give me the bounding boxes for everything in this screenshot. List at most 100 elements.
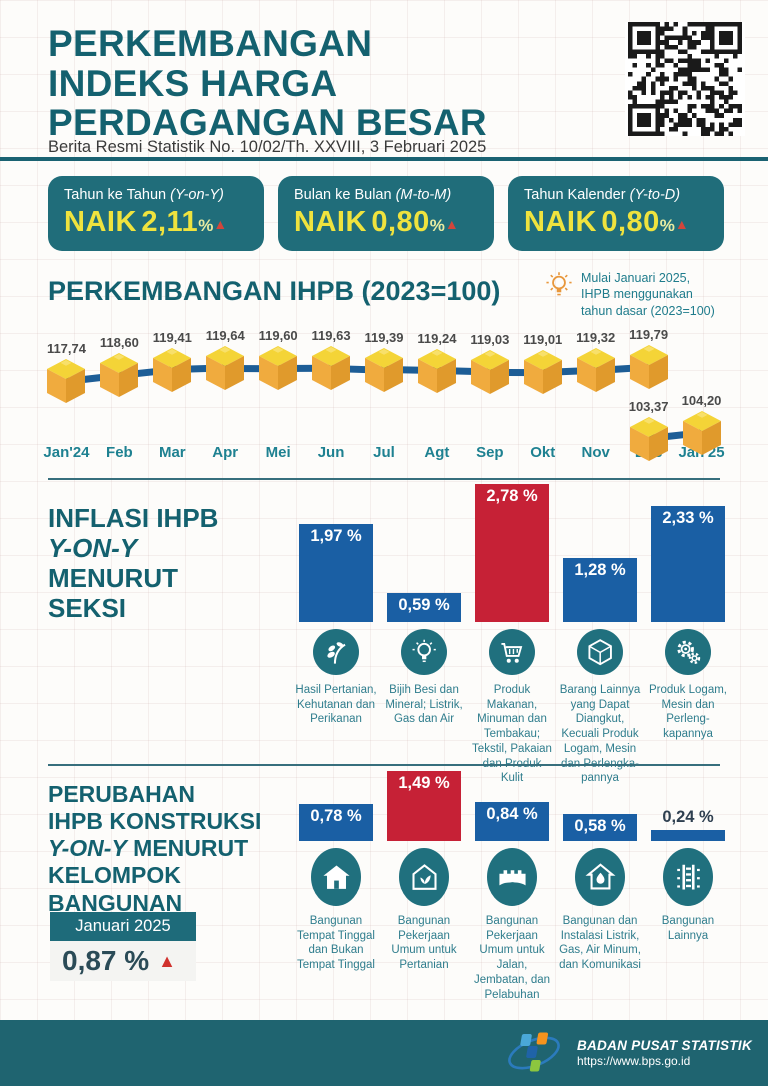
category-label: Bangunan Pekerjaan Umum untuk Jalan, Jem…: [473, 915, 551, 1001]
note-line: IHPB menggunakan: [581, 287, 693, 302]
title-line: BANGUNAN: [48, 889, 183, 916]
month-label: Apr: [212, 444, 239, 461]
data-point-label: 119,63: [311, 328, 351, 344]
ihpb-line-chart: 117,74 118,60 119,41 119,64 119,60 119,63 119,…: [40, 320, 728, 470]
data-point-label: 119,03: [470, 332, 510, 348]
lightbulb-icon: [401, 629, 447, 675]
lightbulb-orange-icon: [546, 272, 572, 296]
bar: 1,49 %: [387, 771, 461, 841]
up-triangle-icon: ▲: [444, 216, 459, 232]
cube-marker: [681, 410, 723, 461]
bar-value-label: 1,49 %: [398, 774, 450, 792]
bar: 2,78 %: [475, 484, 549, 622]
note-line: tahun dasar (2023=100): [581, 303, 715, 318]
category-label: Bangunan Tempat Tinggal dan Bukan Tempat…: [297, 915, 375, 972]
data-point-label: 119,32: [576, 330, 616, 346]
title-line: KELOMPOK: [48, 862, 181, 889]
data-point-label: 119,41: [152, 329, 192, 345]
konstruksi-section-title: PERUBAHAN IHPB KONSTRUKSI Y-ON-Y MENURUT KE…: [48, 781, 261, 917]
cube-marker: [363, 347, 405, 398]
month-label: Jan'24: [43, 444, 90, 461]
data-point-label: 119,39: [364, 329, 404, 345]
month-badge: Januari 2025: [50, 912, 196, 941]
month-label: Agt: [424, 444, 450, 461]
konstruksi-total-text: 0,87 %: [62, 945, 150, 976]
month-label: Sep: [476, 444, 504, 461]
footer-band: BADAN PUSAT STATISTIK https://www.bps.go…: [0, 1020, 768, 1086]
data-point-label: 117,74: [46, 341, 86, 357]
footer-org-name: BADAN PUSAT STATISTIK: [576, 1038, 752, 1053]
cart-icon: [489, 629, 535, 675]
category-label: Bangunan Pekerjaan Umum untuk Pertanian: [391, 915, 457, 972]
title-line: PERDAGANGAN BESAR: [48, 102, 487, 144]
bar-value-label: 1,97 %: [310, 527, 362, 545]
bar-value-label: 0,78 %: [310, 807, 362, 825]
railway-icon: [663, 848, 713, 906]
section-divider: [48, 764, 720, 766]
note-line: Mulai Januari 2025,: [581, 271, 691, 285]
month-label: Jul: [373, 444, 395, 461]
cube-marker: [310, 345, 352, 396]
data-point-label: 119,01: [523, 332, 563, 348]
title-line: IHPB KONSTRUKSI: [48, 808, 262, 835]
header-divider: [0, 157, 768, 161]
cube-marker: [416, 348, 458, 399]
title-line: MENURUT: [48, 563, 178, 594]
title-line: Y-ON-Y MENURUT: [48, 835, 249, 862]
kpi-mtom: Bulan ke Bulan (M-to-M) NAIK 0,80%▲: [278, 176, 494, 251]
bar-value-label: 0,59 %: [398, 596, 450, 614]
kpi-ytod: Tahun Kalender (Y-to-D) NAIK 0,80%▲: [508, 176, 724, 251]
bar-value-label: 0,84 %: [486, 805, 538, 823]
up-triangle-icon: ▲: [674, 216, 689, 232]
kpi-unit: %: [198, 216, 214, 235]
title-line: Y-ON-Y: [48, 533, 138, 564]
kpi-paren: (M-to-M): [395, 187, 452, 203]
kpi-action: NAIK: [64, 206, 137, 238]
cube-marker: [575, 347, 617, 398]
bar: 0,84 %: [475, 802, 549, 841]
cube-marker: [151, 347, 193, 398]
section-divider: [48, 478, 720, 480]
water-house-icon: [575, 848, 625, 906]
footer-url: https://www.bps.go.id: [576, 1054, 691, 1068]
bps-logo: [508, 1032, 560, 1072]
bar: 0,24 %: [651, 808, 725, 841]
data-point-label: 104,20: [681, 393, 722, 408]
konstruksi-total-value: 0,87 % ▲: [50, 941, 196, 981]
category-label: Produk Logam, Mesin dan Perleng-kapannya: [649, 684, 727, 741]
bar-value-label: 0,24 %: [662, 808, 714, 826]
bar: 1,97 %: [299, 524, 373, 622]
up-triangle-icon: ▲: [158, 950, 176, 971]
bar: 2,33 %: [651, 506, 725, 622]
month-label: Nov: [581, 444, 610, 461]
bar-value-label: 2,78 %: [486, 487, 538, 505]
data-point-label: 118,60: [99, 335, 139, 351]
data-point-label: 119,24: [417, 330, 457, 346]
kpi-label: Bulan ke Bulan: [294, 187, 392, 203]
cube-marker: [469, 349, 511, 400]
kpi-value: 2,11: [141, 206, 199, 238]
category-label: Bangunan Lainnya: [661, 915, 715, 942]
kpi-unit: %: [659, 216, 675, 235]
kpi-label: Tahun ke Tahun: [64, 187, 167, 203]
bar-value-label: 2,33 %: [662, 509, 714, 527]
cube-marker: [257, 345, 299, 396]
up-triangle-icon: ▲: [213, 216, 228, 232]
bridge-icon: [487, 848, 537, 906]
bar-value-label: 0,58 %: [574, 817, 626, 835]
page-title: PERKEMBANGAN INDEKS HARGA PERDAGANGAN BE…: [48, 24, 487, 143]
data-point-label: 119,60: [258, 328, 298, 344]
gears-icon: [665, 629, 711, 675]
kpi-paren: (Y-to-D): [629, 187, 681, 203]
bar-value-label: 1,28 %: [574, 561, 626, 579]
kpi-action: NAIK: [524, 206, 597, 238]
cube-marker: [522, 349, 564, 400]
category-label: Produk Makanan, Minuman dan Tembakau; Te…: [472, 684, 552, 785]
title-line: PERKEMBANGAN: [48, 23, 373, 64]
title-line: INFLASI IHPB: [48, 503, 219, 533]
release-subtitle: Berita Resmi Statistik No. 10/02/Th. XXV…: [48, 138, 487, 156]
bar: 1,28 %: [563, 558, 637, 622]
base-year-note: Mulai Januari 2025, IHPB menggunakan tah…: [545, 270, 715, 319]
cube-marker: [628, 416, 670, 467]
